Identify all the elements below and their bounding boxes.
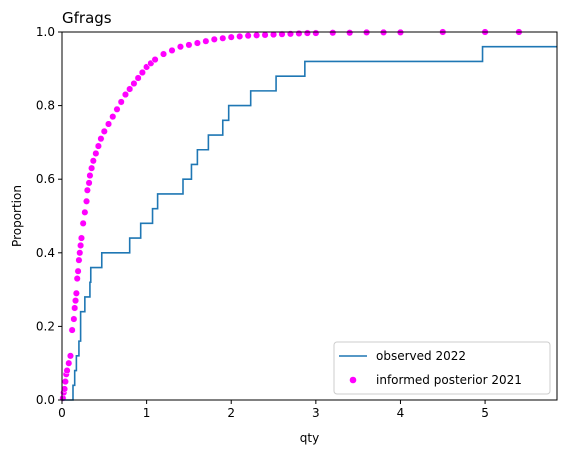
scatter-point (77, 234, 86, 242)
x-tick-label: 5 (481, 406, 489, 420)
x-tick-label: 2 (227, 406, 235, 420)
scatter-point (70, 315, 78, 323)
y-tick-label: 0.4 (36, 246, 55, 260)
scatter-point (193, 39, 201, 47)
scatter-point (117, 98, 125, 106)
scatter-point (73, 275, 81, 283)
scatter-point (71, 304, 79, 312)
scatter-point (65, 359, 73, 367)
scatter-point (295, 29, 303, 38)
scatter-point (72, 289, 80, 297)
x-tick-label: 0 (58, 406, 66, 420)
x-axis-label: qty (300, 431, 319, 445)
scatter-point (113, 105, 121, 113)
axes-frame (61, 31, 558, 401)
scatter-point (97, 135, 105, 143)
scatter-point (75, 256, 83, 264)
scatter-point (176, 43, 185, 51)
scatter-point (81, 208, 89, 216)
y-tick-label: 0.2 (36, 319, 55, 333)
legend-marker-informed-posterior-2021 (349, 376, 357, 384)
scatter-point (89, 157, 97, 165)
x-axis-ticks: 0 1 2 3 4 5 (58, 400, 489, 420)
scatter-point (94, 142, 102, 150)
scatter-point (60, 385, 69, 393)
scatter-point (138, 68, 146, 77)
scatter-point (253, 31, 261, 39)
step-line-observed-2022 (62, 45, 557, 401)
legend-label-informed-posterior-2021: informed posterior 2021 (376, 373, 522, 387)
y-axis-label: Proportion (10, 185, 24, 247)
scatter-point (92, 149, 100, 157)
scatter-point (159, 50, 168, 58)
x-tick-label: 4 (397, 406, 405, 420)
y-tick-label: 1.0 (36, 25, 55, 39)
x-tick-label: 3 (312, 406, 320, 420)
scatter-point (83, 186, 91, 194)
scatter-point (85, 179, 93, 187)
scatter-point (100, 127, 108, 135)
legend-label-observed-2022: observed 2022 (376, 349, 466, 363)
plot-area (59, 28, 558, 402)
scatter-point (185, 41, 193, 49)
scatter-point (130, 79, 138, 88)
scatter-point (202, 37, 210, 45)
scatter-point (68, 326, 76, 334)
scatter-point (86, 171, 94, 180)
scatter-point (210, 35, 218, 43)
scatter-point (134, 74, 142, 82)
scatter-point (227, 33, 235, 41)
scatter-point (168, 46, 176, 54)
y-tick-label: 0.0 (36, 393, 55, 407)
legend-box (333, 341, 551, 395)
scatter-point (303, 29, 311, 37)
scatter-point (278, 30, 286, 38)
scatter-point (121, 91, 130, 99)
axes-background (62, 32, 557, 400)
scatter-point (329, 29, 337, 37)
series-layer (59, 28, 557, 402)
scatter-point (346, 29, 354, 37)
scatter-point (88, 164, 96, 172)
scatter-point (79, 219, 87, 227)
scatter-point (63, 367, 71, 375)
scatter-point (236, 32, 244, 40)
scatter-point (244, 32, 252, 40)
y-tick-label: 0.8 (36, 99, 55, 113)
scatter-point (77, 241, 85, 249)
scatter-point (74, 267, 82, 275)
scatter-point (71, 297, 80, 305)
scatter-point (76, 249, 84, 257)
scatter-point (261, 31, 269, 39)
scatter-point (82, 197, 91, 205)
scatter-point (151, 56, 159, 64)
scatter-point (61, 378, 69, 386)
y-tick-label: 0.6 (36, 172, 55, 186)
scatter-point (126, 85, 134, 93)
x-tick-label: 1 (143, 406, 151, 420)
scatter-point (104, 120, 113, 128)
legend: observed 2022 informed posterior 2021 (333, 341, 551, 395)
scatter-point (66, 352, 75, 360)
scatter-point (269, 31, 278, 39)
scatter-point (109, 113, 117, 121)
scatter-point (219, 34, 227, 42)
scatter-point (312, 29, 320, 37)
chart-title: Gfrags (62, 9, 112, 27)
y-axis-ticks: 0.0 0.2 0.4 0.6 0.8 1.0 (36, 25, 62, 407)
